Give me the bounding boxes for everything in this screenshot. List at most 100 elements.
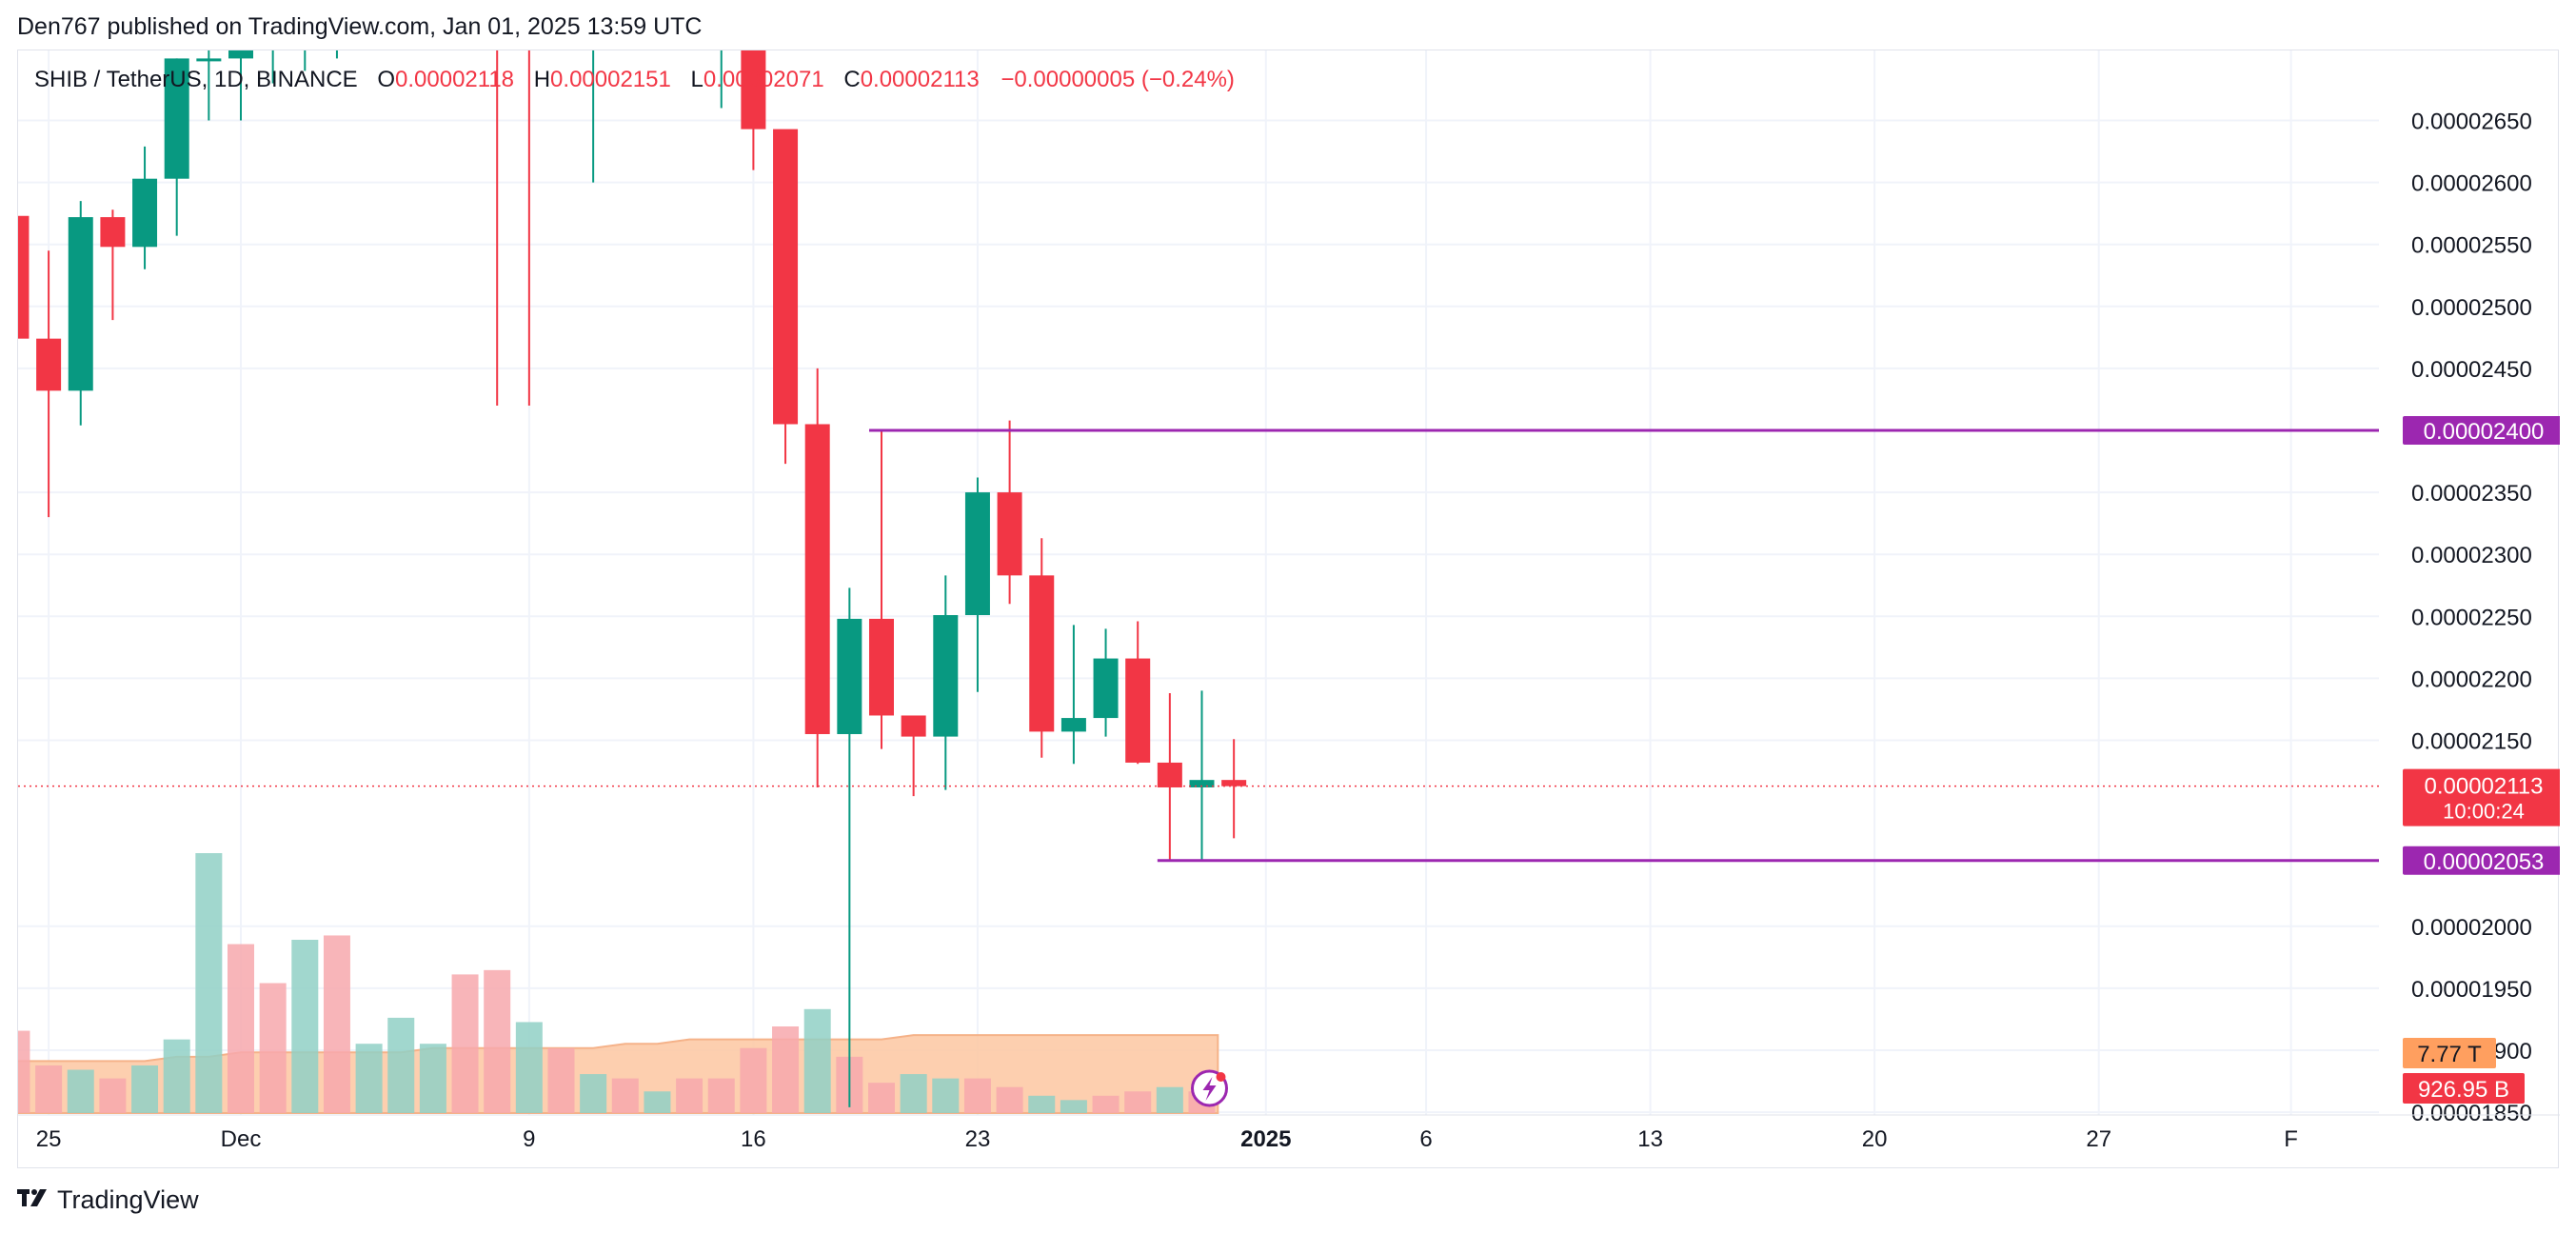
level-price-label: 0.00002400 — [2424, 419, 2545, 445]
candle-body — [837, 618, 862, 734]
candle-body — [964, 492, 990, 615]
tradingview-brand: TradingView — [57, 1184, 199, 1214]
open-label: O — [377, 67, 396, 92]
candle-body — [901, 715, 926, 737]
close-label: C — [843, 67, 861, 92]
candle-body — [1157, 762, 1182, 787]
volume-bar — [932, 1078, 960, 1113]
volume-bar — [163, 1039, 190, 1113]
volume-bar — [868, 1083, 895, 1113]
price-tick-label: 0.00002000 — [2411, 915, 2532, 941]
volume-bar — [900, 1074, 927, 1113]
volume-bar — [803, 1008, 831, 1113]
close-value: 0.00002113 — [860, 67, 980, 92]
candle-body — [18, 215, 30, 339]
candle-body — [196, 58, 222, 62]
time-tick-label: Dec — [221, 1126, 262, 1152]
volume-bar — [195, 853, 223, 1113]
symbol-name: SHIB / TetherUS, 1D, BINANCE — [34, 67, 358, 92]
price-tick-label: 0.00002450 — [2411, 357, 2532, 383]
price-tick-label: 0.00002200 — [2411, 667, 2532, 692]
volume-bar — [18, 1030, 30, 1113]
candle-body — [36, 338, 62, 391]
candle-body — [804, 424, 830, 734]
volume-bar — [67, 1069, 94, 1113]
time-tick-label: 20 — [1862, 1126, 1888, 1152]
volume-bar — [131, 1065, 159, 1113]
time-tick-label: 23 — [965, 1126, 991, 1152]
lightning-glyph-icon — [1202, 1077, 1217, 1101]
volume-bar — [451, 974, 479, 1113]
price-tick-label: 0.00001950 — [2411, 977, 2532, 1003]
candle-body — [773, 129, 799, 425]
time-tick-label: 9 — [523, 1126, 535, 1152]
volume-bar — [291, 940, 319, 1113]
event-notification-dot — [1216, 1072, 1226, 1082]
high-label: H — [533, 67, 551, 92]
price-tick-label: 0.00002150 — [2411, 729, 2532, 755]
volume-bar — [963, 1078, 991, 1113]
price-tick-label: 0.00002600 — [2411, 171, 2532, 197]
volume-bar — [228, 944, 254, 1113]
volume-bar — [1092, 1095, 1120, 1113]
volume-bar — [1060, 1100, 1087, 1113]
price-tick-label: 0.00002250 — [2411, 605, 2532, 630]
time-tick-label: 6 — [1419, 1126, 1432, 1152]
volume-bar — [676, 1078, 703, 1113]
volume-ma-label: 7.77 T — [2417, 1042, 2482, 1067]
price-tick-label: 0.00002350 — [2411, 481, 2532, 507]
chart-frame[interactable]: 0.00002400 0.00002053 0.00002650 0.00002600… — [17, 50, 2560, 1169]
volume-bar — [1156, 1086, 1183, 1113]
level-price-badge — [2403, 416, 2560, 445]
time-tick-label: 13 — [1637, 1126, 1663, 1152]
level-price-label: 0.00002053 — [2424, 849, 2545, 875]
volume-bar — [644, 1091, 671, 1113]
volume-bar — [1028, 1095, 1056, 1113]
change-value: −0.00000005 (−0.24%) — [1001, 67, 1235, 92]
candle-body — [228, 50, 253, 59]
price-tick-label: 0.00001850 — [2411, 1101, 2532, 1126]
countdown-label: 10:00:24 — [2443, 800, 2525, 824]
candle-body — [132, 178, 158, 248]
high-value: 0.00002151 — [550, 67, 671, 92]
volume-bar — [35, 1065, 63, 1113]
volume-bar — [611, 1078, 639, 1113]
candle-body — [1125, 658, 1151, 763]
volume-bar — [99, 1078, 127, 1113]
volume-bar — [259, 983, 287, 1113]
volume-bar — [580, 1074, 607, 1113]
candle-body — [1189, 780, 1215, 787]
tradingview-footer[interactable]: TradingView — [17, 1184, 199, 1215]
price-tick-label: 0.00002550 — [2411, 233, 2532, 259]
candle-body — [68, 217, 93, 391]
publisher-header: Den767 published on TradingView.com, Jan… — [17, 13, 702, 41]
time-tick-label: 16 — [741, 1126, 766, 1152]
volume-label: 926.95 B — [2418, 1077, 2509, 1103]
candle-body — [869, 618, 894, 716]
price-tick-label: 0.00002650 — [2411, 109, 2532, 135]
last-price-label: 0.00002113 — [2424, 774, 2543, 800]
candle-body — [741, 50, 766, 129]
volume-bar — [740, 1047, 767, 1113]
volume-ma-badge — [2403, 1038, 2496, 1068]
volume-bar — [772, 1026, 800, 1113]
low-value: 0.00002071 — [703, 67, 824, 92]
open-value: 0.00002118 — [395, 67, 515, 92]
symbol-legend: SHIB / TetherUS, 1D, BINANCE O0.00002118… — [34, 67, 1235, 93]
volume-bar — [387, 1017, 415, 1113]
candle-body — [1029, 575, 1055, 732]
time-tick-label: 2025 — [1240, 1126, 1291, 1152]
volume-bar — [355, 1044, 383, 1113]
tradingview-logo-icon — [17, 1184, 50, 1215]
volume-bar — [515, 1022, 543, 1113]
volume-bar — [547, 1047, 575, 1113]
price-tick-label: 0.00002500 — [2411, 295, 2532, 321]
candle-body — [164, 58, 189, 179]
price-chart[interactable]: 0.00002400 0.00002053 0.00002650 0.00002600… — [18, 50, 2560, 1169]
volume-bar — [996, 1086, 1023, 1113]
volume-bar — [1124, 1091, 1152, 1113]
volume-bar — [707, 1078, 735, 1113]
volume-badge — [2403, 1073, 2525, 1104]
candle-body — [100, 217, 126, 248]
publisher-text: Den767 published on TradingView.com, Jan… — [17, 13, 703, 40]
